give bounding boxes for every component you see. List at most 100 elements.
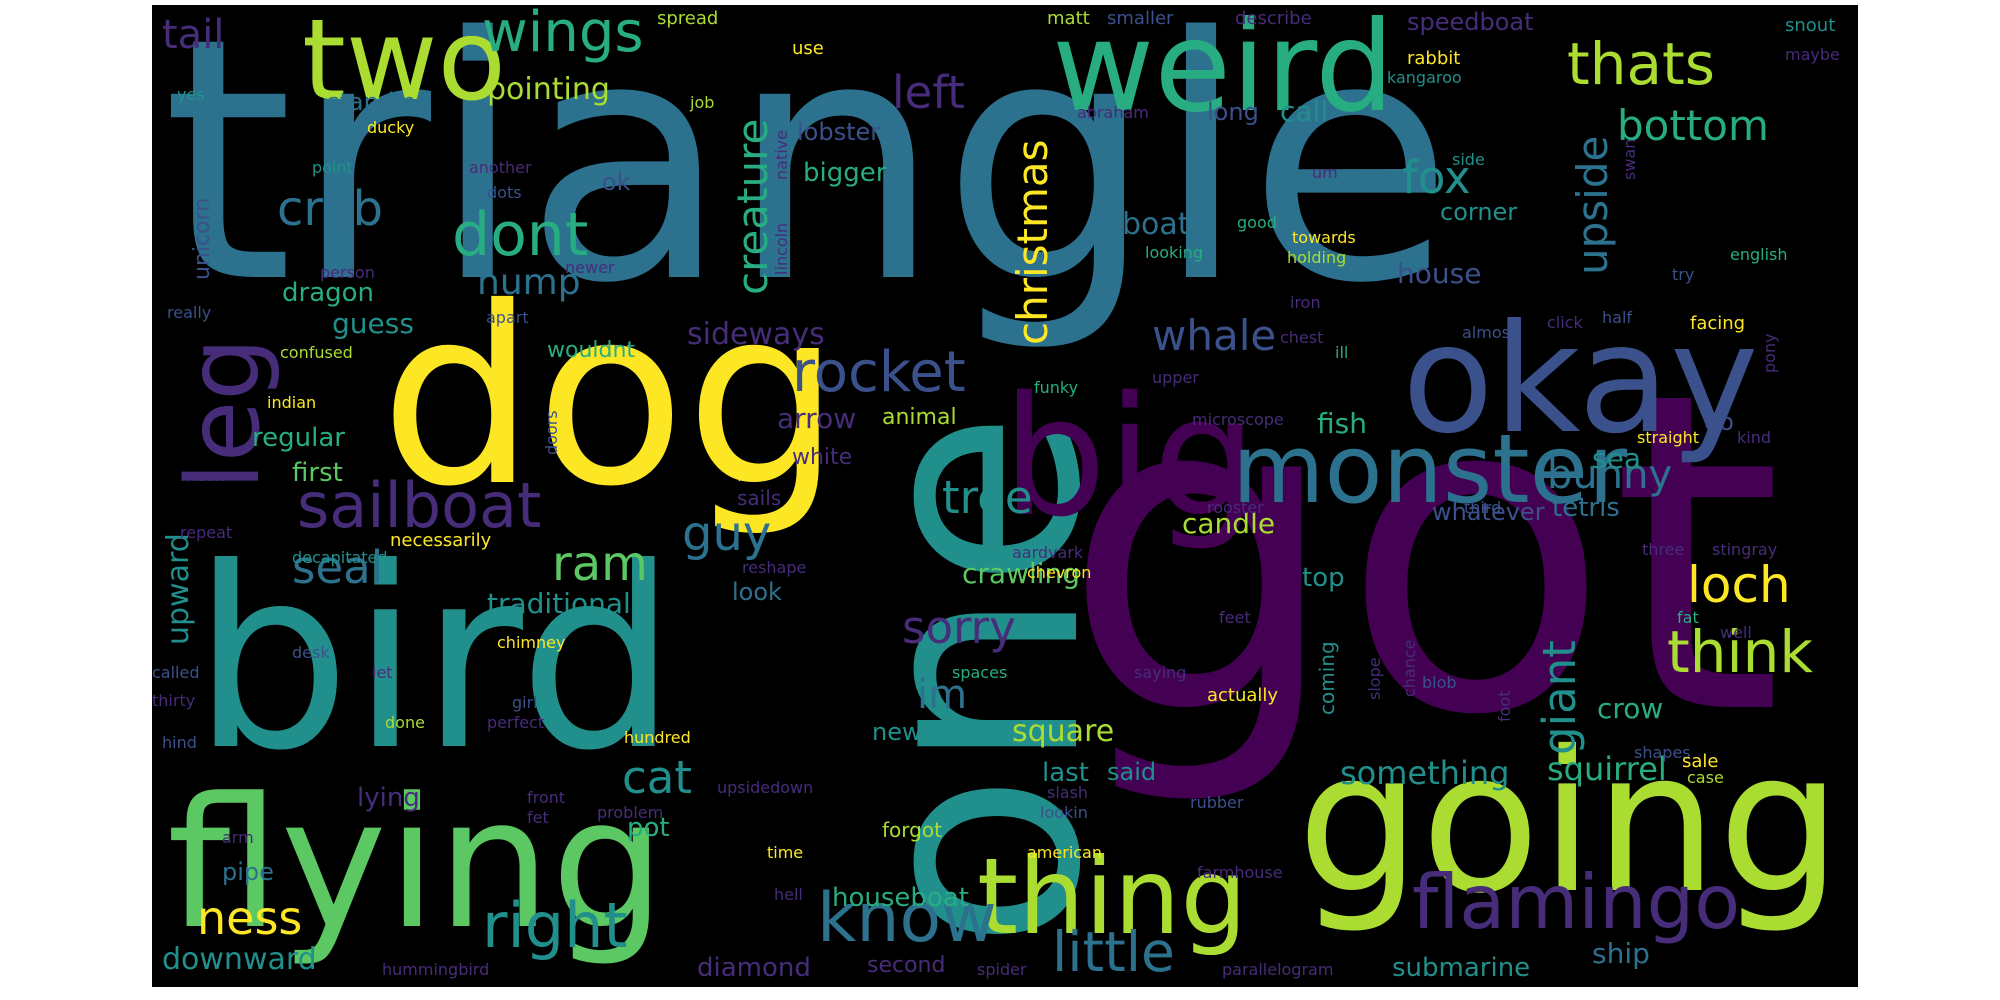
word-cloud-word: half — [1602, 308, 1633, 327]
word-cloud-word: upward — [161, 533, 196, 645]
word-cloud-word: bird — [192, 514, 678, 805]
word-cloud-word: rabbit — [1407, 48, 1461, 69]
word-cloud-word: two — [302, 5, 507, 126]
word-cloud-word: house — [1397, 257, 1482, 290]
word-cloud-word: matt — [1047, 8, 1090, 29]
word-cloud-word: forgot — [882, 818, 942, 842]
word-cloud-word: shapes — [1634, 743, 1691, 762]
word-cloud-word: arm — [222, 828, 254, 847]
word-cloud-word: saying — [1134, 663, 1187, 682]
word-cloud-word: looking — [1145, 243, 1204, 262]
word-cloud-word: parallelogram — [1222, 960, 1334, 979]
word-cloud-word: crawling — [962, 557, 1081, 590]
word-cloud-word: job — [690, 93, 715, 112]
word-cloud-word: dog — [380, 255, 841, 540]
word-cloud-word: tail — [162, 12, 225, 58]
word-cloud-word: girl — [512, 693, 538, 712]
word-cloud-word: lincoln — [772, 222, 791, 275]
word-cloud-word: slash — [1047, 783, 1089, 802]
word-cloud-word: said — [1107, 758, 1157, 786]
word-cloud: triangle got one bird dog going flying o… — [152, 5, 1858, 987]
word-cloud-word: downward — [162, 942, 317, 977]
word-cloud-word: boat — [1122, 207, 1190, 242]
word-cloud-word: stingray — [1712, 540, 1778, 559]
word-cloud-word: right — [482, 889, 628, 962]
word-cloud-word: first — [292, 458, 343, 488]
word-cloud-word: actually — [1207, 685, 1279, 706]
word-cloud-word: ok — [602, 168, 631, 196]
word-cloud-word: square — [1012, 714, 1115, 749]
word-cloud-word: point — [312, 158, 353, 177]
word-cloud-word: seal — [292, 541, 384, 594]
word-cloud-word: farmhouse — [1197, 863, 1283, 882]
word-cloud-word: desk — [292, 643, 330, 662]
word-cloud-word: loch — [1687, 556, 1791, 614]
word-cloud-word: lookin — [1040, 803, 1088, 822]
word-cloud-word: case — [1687, 768, 1724, 787]
word-cloud-word: tetris — [1552, 493, 1620, 523]
word-cloud-word: rooster — [1207, 498, 1264, 517]
word-cloud-word: white — [792, 445, 853, 470]
word-cloud-word: pot — [627, 813, 670, 843]
word-cloud-word: indian — [267, 393, 317, 412]
word-cloud-word: crow — [1597, 692, 1664, 725]
word-cloud-word: submarine — [1392, 953, 1531, 983]
word-cloud-word: bottom — [1617, 101, 1769, 150]
word-cloud-word: called — [152, 663, 200, 682]
word-cloud-word: hundred — [624, 728, 691, 747]
word-cloud-word: go — [1704, 408, 1734, 436]
word-cloud-word: houseboat — [832, 883, 969, 913]
word-cloud-word: well — [1720, 623, 1752, 642]
word-cloud-word: lying — [357, 783, 420, 813]
word-cloud-word: necessarily — [390, 530, 492, 551]
word-cloud-word: ship — [1592, 937, 1650, 970]
word-cloud-word: slope — [1365, 657, 1384, 700]
word-cloud-word: guess — [332, 307, 414, 340]
word-cloud-word: um — [1312, 163, 1338, 182]
word-cloud-word: got — [1062, 299, 1784, 811]
word-cloud-word: im — [917, 672, 968, 718]
word-cloud-word: crab — [277, 181, 384, 237]
word-cloud-word: hind — [162, 733, 197, 752]
word-cloud-word: spaces — [952, 663, 1008, 682]
word-cloud-word: chest — [1280, 328, 1324, 347]
word-cloud-word: something — [1340, 754, 1510, 792]
word-cloud-word: ness — [197, 891, 303, 945]
word-cloud-word: giant — [1533, 640, 1586, 755]
word-cloud-word: second — [867, 953, 946, 978]
word-cloud-word: straight — [1637, 428, 1700, 447]
word-cloud-word: dont — [452, 200, 589, 270]
word-cloud-word: hump — [477, 262, 581, 303]
word-cloud-word: upsidedown — [717, 778, 814, 797]
word-cloud-word: front — [527, 788, 566, 807]
word-cloud-word: lobster — [797, 118, 881, 146]
word-cloud-word: guy — [682, 506, 772, 562]
word-cloud-word: cat — [622, 751, 692, 804]
word-cloud-word: monster — [1232, 415, 1628, 525]
word-cloud-word: confused — [280, 343, 353, 362]
word-cloud-word: speedboat — [1407, 8, 1534, 36]
word-cloud-word: repeat — [180, 523, 233, 542]
word-cloud-word: new — [872, 718, 922, 746]
word-cloud-word: decapitated — [292, 548, 388, 567]
word-cloud-word: third — [1464, 498, 1502, 517]
word-cloud-word: side — [1452, 150, 1485, 169]
word-cloud-word: english — [1730, 245, 1788, 264]
word-cloud-word: whale — [1152, 311, 1277, 360]
word-cloud-word: snout — [1785, 15, 1836, 36]
word-cloud-word: person — [320, 263, 375, 282]
word-cloud-word: call — [1280, 95, 1329, 128]
word-cloud-word: hell — [774, 885, 803, 904]
word-cloud-word: hummingbird — [382, 960, 490, 979]
word-cloud-word: american — [1027, 843, 1102, 862]
word-cloud-word: whatever — [1432, 498, 1545, 526]
word-cloud-word: good — [1237, 213, 1277, 232]
word-cloud-word: thats — [1567, 30, 1716, 98]
word-cloud-word: long — [1207, 98, 1259, 126]
word-cloud-word: pointing — [487, 72, 610, 107]
word-cloud-word: rubber — [1190, 793, 1244, 812]
word-cloud-word: going — [1297, 709, 1842, 936]
word-cloud-word: coming — [1315, 641, 1339, 715]
word-cloud-word: regular — [252, 423, 345, 453]
word-cloud-word: use — [792, 38, 824, 59]
